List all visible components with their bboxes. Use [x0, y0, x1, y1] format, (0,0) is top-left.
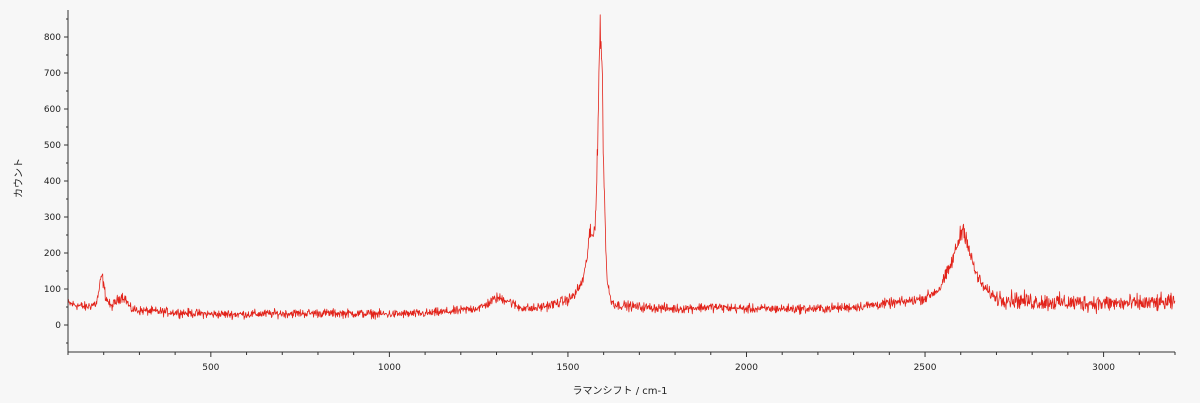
y-tick-label: 300	[44, 213, 61, 223]
x-tick-label: 2500	[914, 363, 937, 373]
y-tick-label: 500	[44, 141, 61, 151]
y-tick-label: 400	[44, 177, 61, 187]
x-tick-label: 1000	[378, 363, 401, 373]
y-tick-label: 0	[55, 321, 61, 331]
x-tick-label: 2000	[735, 363, 758, 373]
spectrum-series-line	[67, 14, 1176, 321]
x-tick-label: 3000	[1092, 363, 1115, 373]
x-tick-label: 1500	[556, 363, 579, 373]
y-axis-ticks: 0 100 200 300 400 500 600 700 800	[44, 18, 68, 344]
y-tick-label: 700	[44, 69, 61, 79]
y-tick-label: 100	[44, 285, 61, 295]
y-tick-label: 800	[44, 33, 61, 43]
y-tick-label: 200	[44, 249, 61, 259]
x-axis-title: ラマンシフト / cm-1	[573, 385, 668, 397]
x-tick-label: 500	[202, 363, 219, 373]
y-tick-label: 600	[44, 105, 61, 115]
x-axis-ticks: 500 1000 1500 2000 2500 3000	[67, 352, 1176, 373]
y-axis-title: カウント	[13, 158, 25, 198]
